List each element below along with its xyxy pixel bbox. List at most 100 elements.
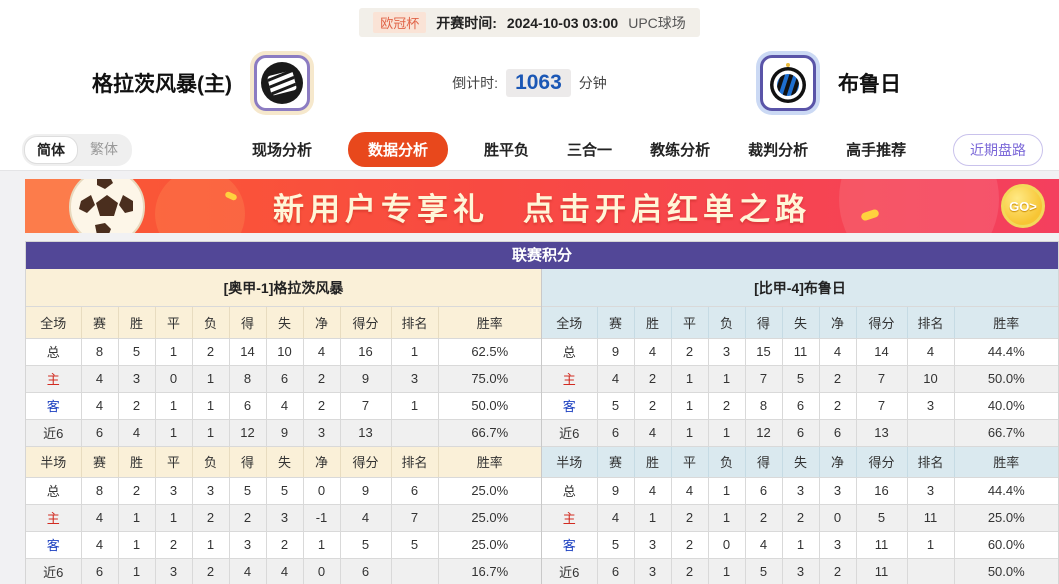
column-header: 胜率: [438, 446, 541, 478]
stats-cell: 66.7%: [954, 419, 1058, 447]
stats-cell: 2: [118, 392, 156, 420]
banner-headline: 新用户专享礼 点击开启红单之路: [25, 184, 1059, 229]
stats-cell: 9: [340, 365, 392, 393]
stats-cell: [907, 558, 955, 584]
stats-cell: 75.0%: [438, 365, 541, 393]
banner-headline-right: 点击开启红单之路: [523, 191, 811, 227]
stats-cell: 4: [266, 392, 304, 420]
column-header: 得: [229, 446, 267, 478]
column-header: 得: [745, 446, 783, 478]
stats-cell: 11: [856, 531, 908, 559]
column-header: 失: [266, 307, 304, 339]
stats-cell: 4: [81, 392, 119, 420]
stats-row: 近6 6 3 2 1 5 3 2 11 50.0%: [542, 558, 1058, 584]
stats-row: 客 5 2 1 2 8 6 2 7 3 40.0%: [542, 392, 1058, 420]
stats-cell: 6: [81, 558, 119, 584]
nav-tab-2[interactable]: 胜平负: [484, 142, 530, 159]
column-header: 平: [155, 446, 193, 478]
stats-cell: 1: [155, 338, 193, 366]
soccer-ball-icon: [69, 179, 145, 233]
page-header: 欧冠杯 开赛时间: 2024-10-03 03:00 UPC球场 格拉茨风暴(主…: [0, 0, 1059, 129]
column-header: 得分: [856, 446, 908, 478]
stats-row: 总 8 5 1 2 14 10 4 16 1 62.5%: [26, 338, 541, 366]
recent-trend-button[interactable]: 近期盘路: [953, 133, 1043, 166]
stats-cell: 66.7%: [438, 419, 541, 447]
stats-cell: 主: [542, 365, 598, 393]
column-header: 胜: [118, 307, 156, 339]
stats-cell: 4: [634, 338, 672, 366]
column-header: 得: [229, 307, 267, 339]
stats-row: 总 9 4 2 3 15 11 4 14 4 44.4%: [542, 338, 1058, 366]
stats-cell: 6: [81, 419, 119, 447]
stats-cell: 1: [155, 392, 193, 420]
stats-cell: 3: [155, 477, 193, 505]
stats-cell: 0: [303, 477, 341, 505]
stats-cell: 1: [671, 365, 709, 393]
league-tag: 欧冠杯: [373, 12, 427, 33]
sturm-graz-emblem-icon: [261, 62, 303, 104]
home-team-name: 格拉茨风暴(主): [92, 73, 232, 96]
stats-cell: 6: [597, 558, 635, 584]
stats-cell: -1: [303, 504, 341, 532]
lang-traditional-button[interactable]: 繁体: [90, 140, 118, 157]
stats-cell: 2: [782, 504, 820, 532]
stats-cell: 1: [782, 531, 820, 559]
stats-cell: 3: [391, 365, 439, 393]
gold-coin-go-icon[interactable]: GO>: [1001, 184, 1045, 228]
stats-cell: 16.7%: [438, 558, 541, 584]
stats-row: 总 9 4 4 1 6 3 3 16 3 44.4%: [542, 477, 1058, 505]
nav-tab-0[interactable]: 现场分析: [252, 142, 313, 159]
nav-tab-3[interactable]: 三合一: [567, 142, 613, 159]
stats-cell: 13: [340, 419, 392, 447]
stats-cell: [391, 419, 439, 447]
stats-cell: 8: [229, 365, 267, 393]
stats-cell: 8: [745, 392, 783, 420]
stats-cell: 4: [229, 558, 267, 584]
nav-tab-1[interactable]: 数据分析: [348, 132, 449, 167]
stats-cell: 1: [155, 504, 193, 532]
home-team: 格拉茨风暴(主): [92, 51, 314, 115]
kickoff-time: 2024-10-03 03:00: [506, 14, 619, 31]
stats-cell: 5: [266, 477, 304, 505]
stats-cell: 1: [192, 531, 230, 559]
stats-cell: 2: [671, 338, 709, 366]
stats-cell: 13: [856, 419, 908, 447]
nav-tab-5[interactable]: 裁判分析: [748, 142, 809, 159]
stats-row: 近6 6 4 1 1 12 6 6 13 66.7%: [542, 419, 1058, 447]
stats-cell: 5: [745, 558, 783, 584]
stats-cell: 6: [782, 419, 820, 447]
stats-cell: 1: [192, 419, 230, 447]
column-header: 排名: [391, 307, 439, 339]
league-table-title: 联赛积分: [26, 242, 1058, 269]
away-team-name: 布鲁日: [838, 73, 901, 96]
stats-cell: 5: [597, 531, 635, 559]
nav-tab-4[interactable]: 教练分析: [650, 142, 711, 159]
column-header: 平: [671, 307, 709, 339]
stats-cell: 客: [26, 392, 82, 420]
nav-tab-6[interactable]: 高手推荐: [846, 142, 907, 159]
stats-row: 近6 6 4 1 1 12 9 3 13 66.7%: [26, 419, 541, 447]
banner-decor: [155, 179, 245, 233]
home-stats-table: 全场赛胜平负得失净得分 排名 胜率总 8 5 1 2 14 10 4 16 1 62.5% 主 4 3 0 1 8 6…: [26, 307, 541, 584]
stats-cell: 客: [26, 531, 82, 559]
stats-cell: [391, 558, 439, 584]
stats-cell: 25.0%: [954, 504, 1058, 532]
stats-cell: 12: [229, 419, 267, 447]
stats-cell: 7: [340, 392, 392, 420]
stats-cell: 7: [391, 504, 439, 532]
stats-cell: 1: [708, 504, 746, 532]
stats-cell: 1: [634, 504, 672, 532]
stats-cell: 3: [155, 558, 193, 584]
stats-cell: 2: [118, 477, 156, 505]
lang-simplified-button[interactable]: 简体: [24, 135, 78, 164]
banner-decor: [839, 179, 999, 233]
column-header: 得分: [340, 446, 392, 478]
stats-cell: 1: [708, 477, 746, 505]
stats-cell: 4: [597, 504, 635, 532]
column-header: 平: [155, 307, 193, 339]
stats-cell: 2: [192, 338, 230, 366]
promo-banner[interactable]: 新用户专享礼 点击开启红单之路 GO>: [25, 179, 1059, 233]
stats-cell: 3: [782, 558, 820, 584]
stats-cell: 2: [819, 558, 857, 584]
stats-cell: 11: [856, 558, 908, 584]
